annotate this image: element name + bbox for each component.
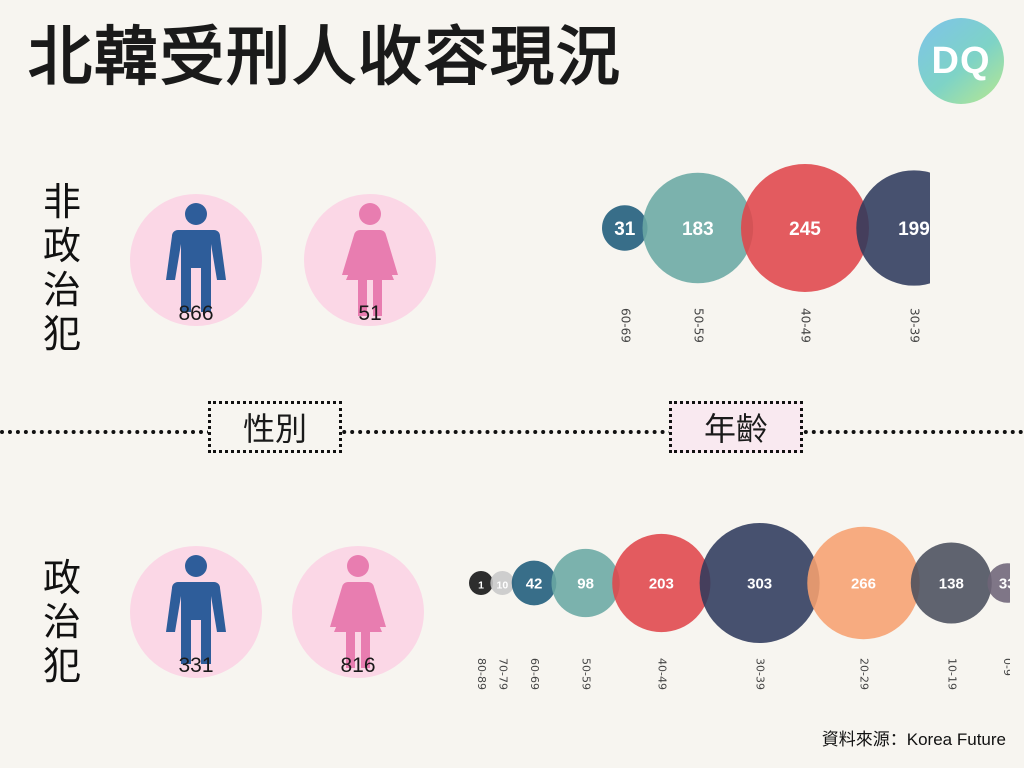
age-category-label: 40-49 — [798, 308, 812, 343]
bubble-value-label: 203 — [649, 575, 674, 592]
political-female-circle: 816 — [292, 546, 424, 678]
political-age-bubbles: 1 80-89 10 70-79 42 60-69 98 50-59 203 40-49 303 30… — [469, 523, 1010, 690]
bubble-60-69 — [511, 560, 557, 606]
bubble-70-79 — [490, 571, 515, 595]
male-count: 866 — [178, 302, 214, 325]
female-count: 816 — [340, 654, 376, 677]
age-category-label: 30-39 — [754, 658, 767, 690]
bubble-value-label: 183 — [682, 219, 714, 240]
age-header: 年齡 — [669, 401, 803, 453]
bubble-50-59 — [551, 548, 620, 618]
bubble-0-9 — [987, 563, 1010, 603]
page-title: 北韓受刑人收容現況 — [28, 21, 622, 95]
bubble-value-label: 138 — [939, 575, 964, 592]
brand-logo: DQ — [918, 18, 1004, 104]
age-category-label: 40-49 — [655, 658, 668, 690]
age-category-label: 20-29 — [857, 658, 870, 690]
age-category-label: 0-9 — [1001, 658, 1010, 676]
bubble-value-label: 33 — [999, 575, 1010, 592]
age-category-label: 10-19 — [945, 658, 958, 690]
bubble-value-label: 266 — [851, 575, 876, 592]
age-category-label: 60-69 — [618, 308, 632, 343]
bubble-value-label: 42 — [526, 575, 543, 592]
political-label: 政治犯 — [38, 556, 86, 688]
bubble-value-label: 199 — [898, 219, 930, 240]
male-icon — [166, 203, 226, 312]
bubble-value-label: 245 — [789, 219, 821, 240]
non-political-male-circle: 866 — [130, 194, 262, 326]
bubble-40-49 — [740, 164, 869, 292]
bubble-80-89 — [469, 571, 493, 595]
age-category-label: 50-59 — [580, 658, 593, 690]
female-count: 51 — [358, 302, 382, 325]
age-category-label: 60-69 — [528, 658, 541, 690]
age-category-label: 70-79 — [496, 658, 509, 690]
bubble-60-69 — [602, 205, 648, 251]
age-category-label: 80-89 — [475, 658, 488, 690]
bubble-10-19 — [910, 542, 992, 624]
age-category-label: 50-59 — [691, 308, 705, 343]
bubble-30-39 — [699, 523, 820, 643]
bubble-value-label: 1 — [478, 579, 484, 591]
non-political-female-circle: 51 — [304, 194, 436, 326]
bubble-20-29 — [807, 526, 920, 640]
source-note: 資料來源：Korea Future — [821, 730, 1006, 749]
political-label-text: 政治犯 — [42, 556, 81, 688]
bubble-value-label: 303 — [747, 575, 772, 592]
male-count: 331 — [178, 654, 214, 677]
bubble-50-59 — [642, 172, 754, 284]
section-divider — [0, 430, 1024, 434]
age-category-label: 30-39 — [907, 308, 921, 343]
political-male-circle: 331 — [130, 546, 262, 678]
bubble-30-39 — [856, 170, 930, 286]
bubble-value-label: 31 — [614, 219, 636, 240]
non-political-label: 非政治犯 — [38, 180, 86, 356]
bubble-40-49 — [612, 533, 711, 633]
bubble-value-label: 98 — [577, 575, 594, 592]
non-political-label-text: 非政治犯 — [42, 180, 81, 356]
female-icon — [342, 203, 398, 316]
female-icon — [330, 555, 386, 668]
gender-header: 性別 — [208, 401, 342, 453]
bubble-value-label: 10 — [497, 579, 509, 591]
male-icon — [166, 555, 226, 664]
